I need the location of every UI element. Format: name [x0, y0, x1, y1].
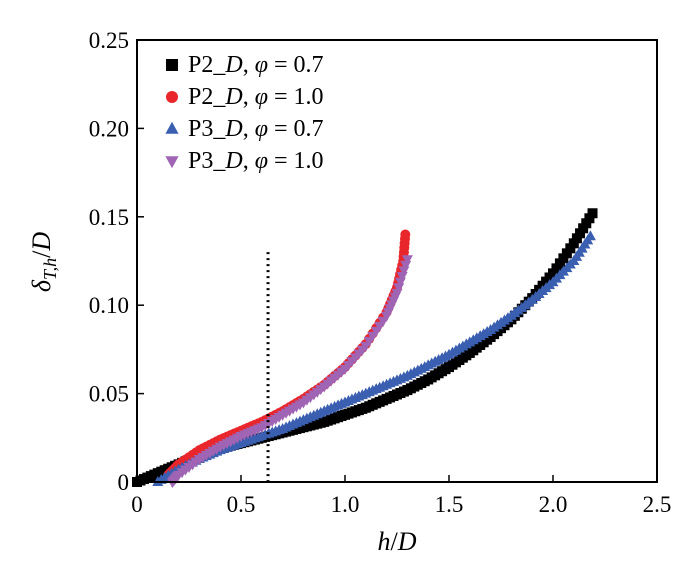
- y-tick-label: 0: [118, 470, 130, 495]
- legend-label: P3_D, φ = 0.7: [188, 116, 324, 142]
- plot-frame: [136, 39, 658, 483]
- y-tick-label: 0.15: [89, 205, 129, 230]
- y-axis-label: δT,h/D: [27, 232, 60, 293]
- legend-marker: [165, 121, 179, 134]
- x-tick-label: 0.5: [227, 492, 256, 517]
- y-tick-label: 0.25: [89, 28, 129, 53]
- axis-ticks: 0 0.5 1.0 1.5 2.0 2.5 0 0.05 0.10 0.15 0.20 0.25: [89, 28, 672, 517]
- legend-label: P3_D, φ = 1.0: [188, 148, 324, 174]
- legend-marker: [165, 156, 179, 169]
- data-point: [568, 238, 579, 249]
- data-point: [578, 223, 589, 234]
- data-point: [581, 218, 592, 229]
- series-4: [166, 255, 413, 488]
- data-point: [571, 233, 582, 244]
- data-point: [587, 208, 598, 219]
- y-tick-label: 0.10: [89, 293, 129, 318]
- x-tick-label: 0: [131, 492, 143, 517]
- legend-label: P2_D, φ = 1.0: [188, 84, 324, 110]
- data-point: [548, 268, 558, 279]
- data-point: [558, 253, 569, 264]
- data-point: [554, 258, 565, 269]
- legend: P2_D, φ = 0.7 P2_D, φ = 1.0 P3_D, φ = 0.7 P…: [165, 52, 324, 174]
- y-tick-label: 0.20: [89, 116, 129, 141]
- x-tick-label: 1.0: [331, 492, 360, 517]
- data-point: [584, 213, 595, 224]
- data-point: [575, 228, 586, 239]
- data-point: [551, 263, 562, 274]
- legend-marker: [166, 59, 178, 71]
- data-point: [400, 229, 411, 240]
- y-tick-label: 0.05: [89, 382, 129, 407]
- data-point: [561, 248, 572, 259]
- x-axis-label: h/D: [377, 527, 416, 556]
- data-point: [565, 243, 576, 254]
- data-point: [401, 255, 413, 266]
- data-marks: [132, 208, 598, 488]
- x-tick-label: 2.0: [539, 492, 568, 517]
- x-tick-label: 2.5: [643, 492, 672, 517]
- legend-marker: [166, 91, 178, 103]
- legend-label: P2_D, φ = 0.7: [188, 52, 324, 78]
- series-2: [163, 229, 411, 480]
- data-point: [584, 230, 596, 241]
- x-tick-label: 1.5: [435, 492, 464, 517]
